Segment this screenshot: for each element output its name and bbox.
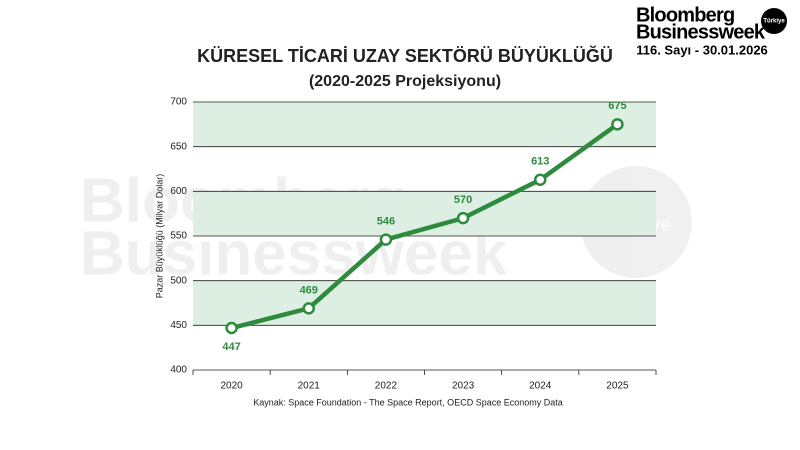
y-tick-label: 550 <box>170 231 187 242</box>
data-label: 447 <box>222 341 240 353</box>
x-tick-label: 2025 <box>606 381 629 392</box>
y-axis-label: Pazar Büyüklüğü (Milyar Dolar) <box>154 174 164 299</box>
point <box>611 118 624 131</box>
point <box>302 302 315 315</box>
y-tick-label: 500 <box>170 275 187 286</box>
y-tick-label: 450 <box>170 320 187 331</box>
y-tick-label: 400 <box>170 365 187 376</box>
line <box>231 122 619 331</box>
x-tick-label: 2022 <box>375 381 398 392</box>
grid-band <box>193 102 656 147</box>
brand: Bloomberg <box>636 4 734 26</box>
brand: Businessweek <box>636 21 766 43</box>
y-tick-label: 650 <box>170 141 187 152</box>
point <box>225 321 238 335</box>
x-tick-label: 2021 <box>298 381 321 392</box>
x-tick-label: 2020 <box>220 381 243 392</box>
point <box>534 173 547 186</box>
chart-subtitle: (2020-2025 Projeksiyonu) <box>309 73 501 90</box>
point <box>379 233 393 246</box>
header: Bloomberg Businessweek Türkiye 116. Sayı… <box>636 4 787 57</box>
chart-title: KÜRESEL TİCARİ UZAY SEKTÖRÜ BÜYÜKLÜĞÜ <box>197 45 613 66</box>
point <box>456 211 470 225</box>
data-label: 613 <box>531 156 549 168</box>
data-label: 469 <box>300 284 318 296</box>
issue: 116. Sayı - 30.01.2026 <box>636 42 768 57</box>
badge-circle <box>761 8 787 34</box>
badge: Türkiye <box>763 19 785 25</box>
x-tick-label: 2023 <box>452 381 475 392</box>
source: Kaynak: Space Foundation - The Space Rep… <box>253 397 563 407</box>
y-tick-label: 700 <box>170 97 187 108</box>
data-label: 570 <box>454 194 472 206</box>
data-label: 675 <box>608 100 626 112</box>
y-tick-label: 600 <box>170 186 187 197</box>
data-label: 546 <box>377 215 395 227</box>
x-tick-label: 2024 <box>529 381 552 392</box>
